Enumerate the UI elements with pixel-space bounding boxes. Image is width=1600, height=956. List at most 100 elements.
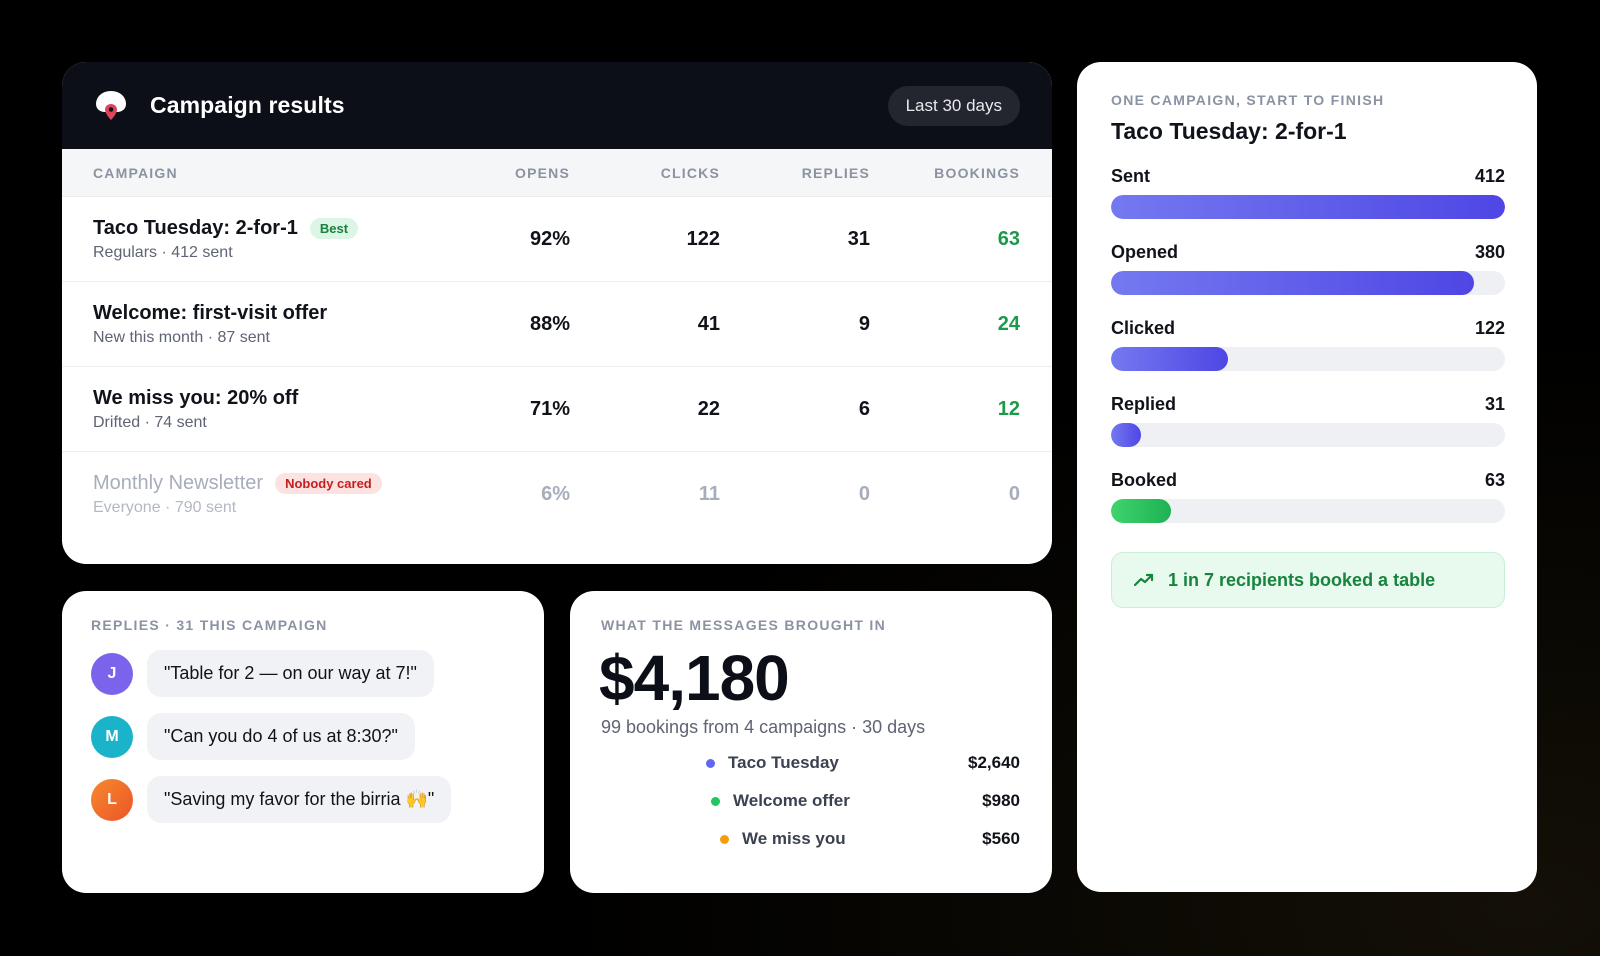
avatar: M [91, 715, 133, 758]
clicks-value: 122 [686, 227, 720, 250]
campaign-funnel-card: ONE CAMPAIGN, START TO FINISH Taco Tuesd… [1077, 62, 1537, 892]
funnel-eyebrow: ONE CAMPAIGN, START TO FINISH [1111, 92, 1385, 108]
reply-bubble: "Saving my favor for the birria 🙌" [147, 776, 452, 823]
replies-value: 9 [858, 312, 870, 335]
clicks-value: 22 [697, 397, 720, 420]
step-fill-bar [1111, 271, 1475, 295]
funnel-title: Taco Tuesday: 2-for-1 [1111, 118, 1347, 144]
step-track [1111, 195, 1505, 219]
column-header-clicks[interactable]: CLICKS [660, 164, 720, 181]
funnel-step-sent: Sent 412 [1111, 166, 1505, 219]
avatar: L [91, 778, 133, 821]
funnel-step-clicked: Clicked 122 [1111, 318, 1505, 371]
revenue-line-item: Welcome offer [711, 791, 850, 811]
revenue-subtitle: 99 bookings from 4 campaigns · 30 days [601, 717, 926, 737]
clicks-value: 11 [698, 483, 720, 505]
step-fill-bar [1111, 499, 1172, 523]
step-fill-bar [1111, 195, 1505, 219]
bookings-value: 0 [1008, 483, 1020, 505]
replies-value: 0 [858, 483, 870, 505]
campaign-name: We miss you: 20% off [93, 386, 299, 409]
opens-value: 92% [529, 227, 570, 250]
step-label: Booked [1111, 470, 1178, 490]
step-value: 412 [1474, 166, 1505, 186]
column-header-replies[interactable]: REPLIES [801, 164, 870, 181]
revenue-line-item: We miss you [720, 829, 846, 849]
funnel-step-booked: Booked 63 [1111, 470, 1505, 523]
avatar: J [91, 652, 133, 695]
revenue-line-label: Taco Tuesday [728, 753, 839, 772]
step-label: Clicked [1111, 318, 1176, 338]
trending-up-icon [1134, 573, 1154, 587]
step-value: 63 [1484, 470, 1505, 490]
table-row[interactable]: We miss you: 20% off Drifted · 74 sent 7… [62, 367, 1052, 452]
funnel-step-replied: Replied 31 [1111, 394, 1505, 447]
nobody-cared-badge: Nobody cared [275, 473, 382, 494]
bookings-value: 24 [997, 312, 1020, 335]
column-header-opens[interactable]: OPENS [514, 164, 570, 181]
step-value: 122 [1474, 318, 1505, 338]
results-header: Campaign results Last 30 days [62, 62, 1052, 149]
revenue-line-value: $980 [982, 791, 1020, 810]
legend-dot [706, 758, 715, 768]
date-range-button[interactable]: Last 30 days [887, 85, 1020, 126]
step-label: Sent [1111, 166, 1151, 186]
step-track [1111, 347, 1505, 371]
table-row[interactable]: Taco Tuesday: 2-for-1 Best Regulars · 412… [62, 197, 1052, 282]
revenue-total: $4,180 [599, 642, 790, 714]
table-row[interactable]: Monthly Newsletter Nobody cared Everyone … [62, 452, 1052, 537]
step-fill-bar [1111, 347, 1228, 371]
reply-item[interactable]: J "Table for 2 — on our way at 7!" [91, 650, 434, 697]
reply-item[interactable]: L "Saving my favor for the birria 🙌" [91, 776, 452, 823]
table-header: CAMPAIGN OPENS CLICKS REPLIES BOOKINGS [62, 149, 1052, 197]
reply-item[interactable]: M "Can you do 4 of us at 8:30?" [91, 713, 415, 760]
campaign-name: Welcome: first-visit offer [93, 301, 328, 324]
campaign-meta: Regulars · 412 sent [93, 243, 233, 261]
campaign-name: Monthly Newsletter [93, 472, 264, 494]
insight-callout: 1 in 7 recipients booked a table [1111, 552, 1505, 608]
campaign-meta: Everyone · 790 sent [93, 499, 237, 516]
revenue-line-label: Welcome offer [733, 791, 850, 810]
step-value: 31 [1484, 394, 1505, 414]
revenue-line-label: We miss you [742, 829, 846, 848]
replies-card: REPLIES · 31 THIS CAMPAIGN J "Table for … [62, 591, 544, 893]
replies-value: 31 [847, 227, 870, 250]
replies-value: 6 [858, 397, 870, 420]
clicks-value: 41 [697, 312, 720, 335]
brand-logo-icon [92, 87, 130, 125]
revenue-card: WHAT THE MESSAGES BROUGHT IN $4,180 99 b… [570, 591, 1052, 893]
column-header-bookings[interactable]: BOOKINGS [934, 164, 1020, 181]
reply-bubble: "Table for 2 — on our way at 7!" [147, 650, 434, 697]
step-value: 380 [1474, 242, 1505, 262]
legend-dot [720, 834, 729, 844]
bookings-value: 63 [997, 227, 1020, 250]
revenue-line-item: Taco Tuesday [706, 753, 839, 773]
replies-eyebrow: REPLIES · 31 THIS CAMPAIGN [91, 617, 328, 633]
bookings-value: 12 [997, 397, 1020, 420]
insight-text: 1 in 7 recipients booked a table [1168, 569, 1436, 590]
reply-bubble: "Can you do 4 of us at 8:30?" [147, 713, 415, 760]
campaign-meta: New this month · 87 sent [93, 328, 270, 346]
revenue-eyebrow: WHAT THE MESSAGES BROUGHT IN [601, 617, 887, 633]
opens-value: 71% [529, 397, 570, 420]
table-row[interactable]: Welcome: first-visit offer New this mont… [62, 282, 1052, 367]
revenue-line-value: $2,640 [968, 753, 1020, 772]
campaign-name: Taco Tuesday: 2-for-1 [93, 216, 298, 239]
campaign-results-card: Campaign results Last 30 days CAMPAIGN O… [62, 62, 1052, 564]
opens-value: 88% [529, 312, 570, 335]
funnel-step-opened: Opened 380 [1111, 242, 1505, 295]
campaign-meta: Drifted · 74 sent [93, 413, 207, 431]
step-track [1111, 271, 1505, 295]
step-label: Replied [1111, 394, 1177, 414]
legend-dot [711, 796, 720, 806]
column-header-campaign[interactable]: CAMPAIGN [93, 164, 178, 181]
opens-value: 6% [541, 483, 570, 505]
best-badge: Best [309, 217, 359, 239]
step-track [1111, 423, 1505, 447]
step-label: Opened [1111, 242, 1179, 262]
revenue-line-value: $560 [982, 829, 1020, 848]
step-track [1111, 499, 1505, 523]
step-fill-bar [1111, 423, 1141, 447]
results-title: Campaign results [150, 92, 345, 118]
